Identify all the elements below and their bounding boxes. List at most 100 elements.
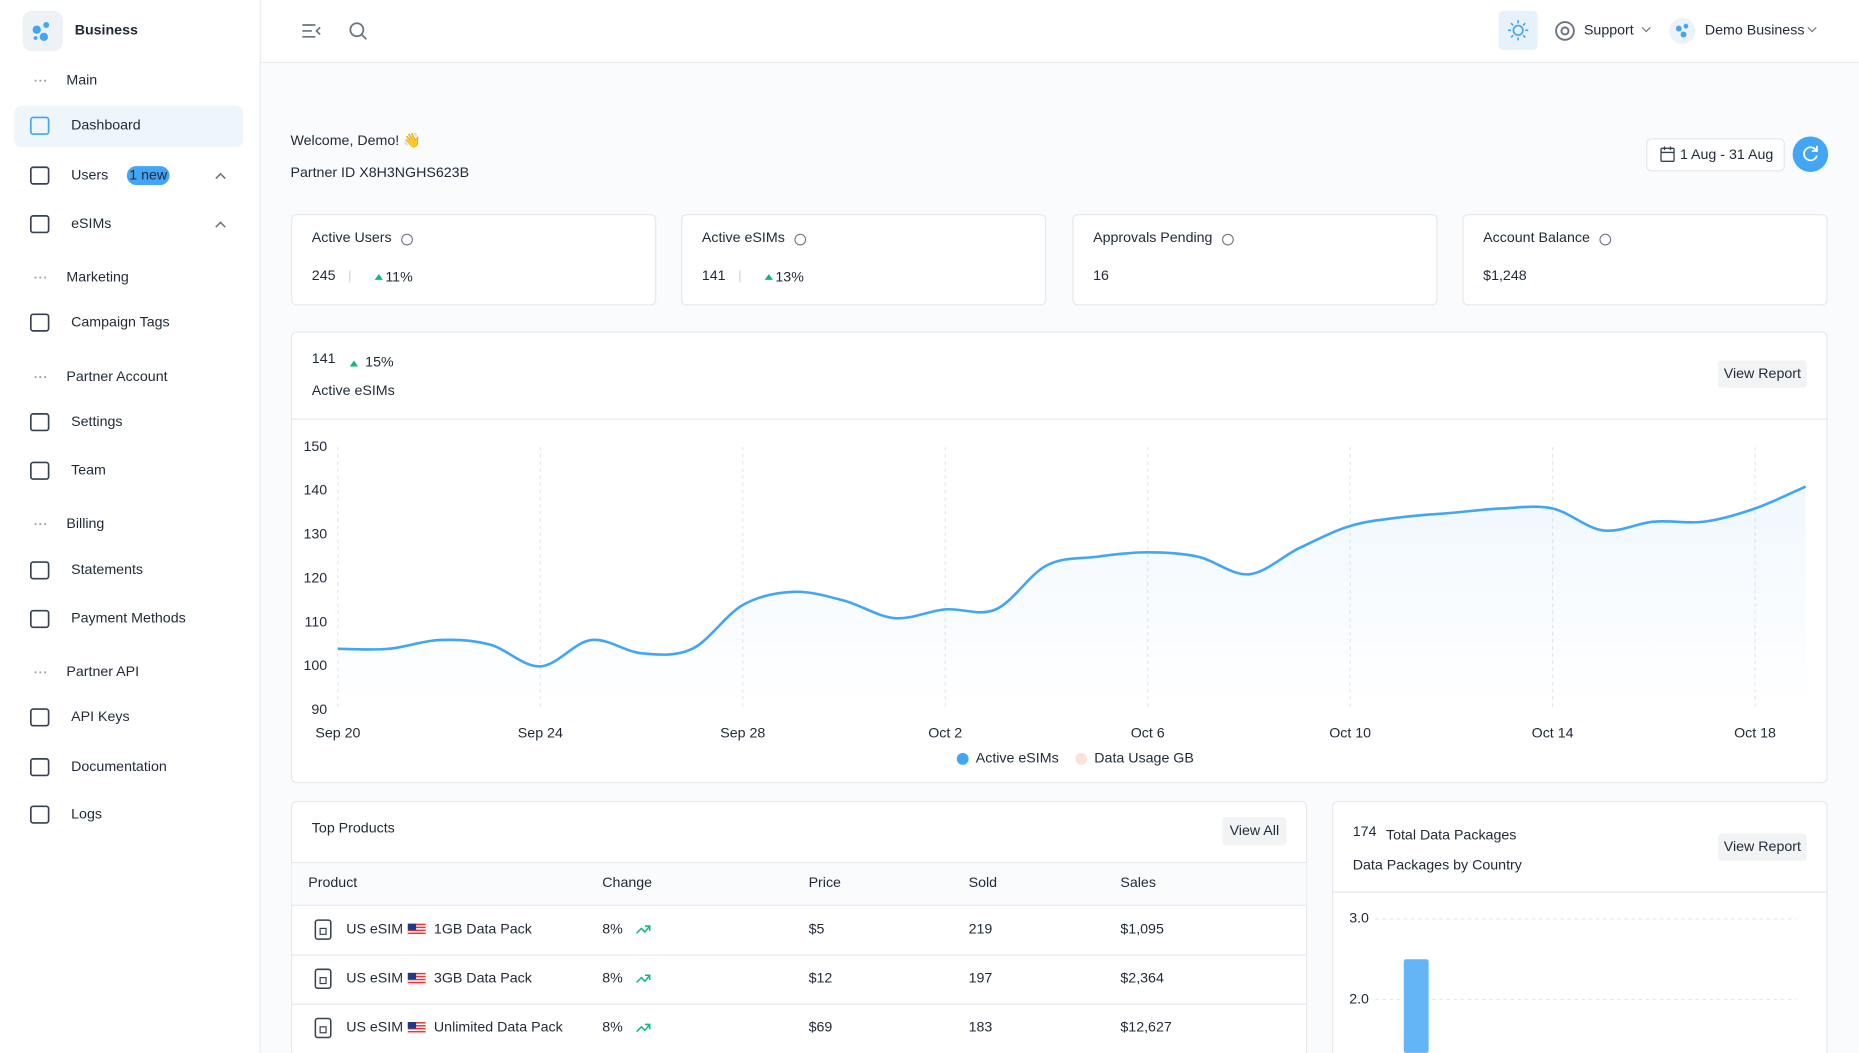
nav-item[interactable]: API Keys: [71, 709, 129, 725]
brand-name: Business: [75, 23, 138, 39]
nav-item[interactable]: Logs: [71, 806, 102, 822]
view-report-button[interactable]: [1717, 833, 1807, 861]
chevrons: [215, 172, 226, 228]
cell-change: 8%: [602, 971, 623, 987]
flag-stripe: [407, 1023, 426, 1026]
nav-badge-text: 1 new: [129, 167, 168, 183]
column-header: Sold: [969, 875, 997, 891]
support-menu[interactable]: Support: [1584, 23, 1634, 39]
stat-label: Account Balance: [1483, 230, 1590, 246]
cell: 219: [969, 921, 993, 937]
nav-item[interactable]: Documentation: [71, 759, 167, 775]
nav-icon: [29, 708, 50, 727]
menu-toggle[interactable]: [302, 24, 321, 38]
legend-label: Active eSIMs: [976, 751, 1059, 767]
flag-stripe: [407, 934, 426, 936]
legend-swatch: [956, 752, 969, 765]
nav-item[interactable]: eSIMs: [71, 216, 111, 232]
sim-chip: [319, 927, 327, 935]
nav-icon: [29, 805, 50, 824]
stat-label: Approvals Pending: [1093, 230, 1212, 246]
top-bar: [259, 0, 1859, 62]
section-dots: [39, 79, 42, 82]
column-header: Price: [809, 875, 841, 891]
chevron: [1807, 26, 1817, 33]
sim-chip: [319, 1026, 327, 1034]
stat-value: 141: [702, 268, 726, 284]
section-dots: [34, 79, 37, 82]
cell: 183: [969, 1020, 993, 1036]
x-tick-label: Sep 24: [518, 726, 563, 742]
refresh-button[interactable]: [1792, 136, 1829, 173]
section-dots: [43, 523, 47, 526]
chart-change: 15%: [365, 355, 394, 371]
sun-icon: [1508, 20, 1529, 41]
date-range: 1 Aug - 31 Aug: [1680, 147, 1773, 163]
flag-stripe: [407, 925, 426, 927]
nav-icon: [29, 413, 50, 432]
sidebar: [0, 0, 260, 1053]
nav-item[interactable]: Statements: [71, 562, 143, 578]
chart-value: 174: [1353, 824, 1377, 840]
account-avatar: [1669, 17, 1696, 44]
y-tick-label: 110: [305, 614, 328, 630]
date-range-picker[interactable]: [1646, 138, 1785, 172]
search-button[interactable]: [349, 22, 367, 40]
nav-item[interactable]: Dashboard: [71, 118, 141, 134]
x-tick-label: Oct 18: [1734, 726, 1776, 742]
line-series: [337, 485, 1807, 668]
nav-item[interactable]: Users: [71, 167, 108, 183]
stat-value: 16: [1093, 268, 1109, 284]
flag-stripe: [407, 928, 426, 930]
section-label: Marketing: [66, 269, 128, 285]
brand-logo-mark: [32, 22, 50, 42]
account-menu[interactable]: Demo Business: [1705, 23, 1805, 39]
flag-stripe: [407, 931, 426, 933]
stat-change: 13%: [775, 269, 804, 285]
theme-toggle[interactable]: [1498, 10, 1538, 50]
trend-up: [374, 273, 383, 280]
chart-title: Data Packages by Country: [1353, 857, 1523, 873]
trend-icon: [636, 925, 651, 934]
line-area: [337, 486, 1806, 711]
stat-change: 11%: [385, 269, 413, 285]
bar: [1403, 959, 1429, 1053]
nav-badge: [126, 166, 170, 186]
brand-logo: [22, 10, 63, 52]
chart-value: 141: [312, 351, 336, 367]
cell-package: 3GB Data Pack: [434, 971, 533, 987]
x-tick-label: Sep 28: [720, 726, 765, 742]
cell: $12: [809, 971, 833, 987]
active-item-highlight: [14, 105, 244, 148]
cell-product: US eSIM: [346, 971, 403, 987]
info-icon: [1222, 233, 1234, 246]
section-dots: [34, 376, 37, 379]
nav-icon: [29, 609, 50, 629]
x-tick-label: Oct 14: [1532, 726, 1574, 742]
cell: 197: [969, 971, 993, 987]
table-title: Top Products: [312, 821, 395, 837]
calendar-icon: [1660, 146, 1675, 162]
flag-stripe: [407, 980, 426, 982]
y-tick-label: 2.0: [1349, 991, 1369, 1007]
nav-item[interactable]: Settings: [71, 414, 122, 430]
section-dots: [34, 671, 37, 674]
nav-icon: [29, 561, 50, 580]
flag-canton: [407, 972, 417, 980]
section-dots: [43, 276, 47, 279]
cell: $1,095: [1120, 921, 1164, 937]
y-tick-label: 120: [303, 570, 327, 586]
sim-chip: [319, 977, 327, 985]
trend-up: [764, 273, 774, 280]
section-dots: [43, 376, 47, 379]
stat-value: $1,248: [1483, 268, 1527, 284]
flag-stripe: [407, 974, 426, 976]
stat-card: [1072, 214, 1438, 306]
view-report-button[interactable]: [1717, 360, 1807, 388]
nav-item[interactable]: Campaign Tags: [71, 314, 170, 330]
nav-item[interactable]: Team: [71, 463, 106, 479]
view-all-button[interactable]: [1222, 816, 1287, 846]
flag-stripe: [407, 1029, 426, 1031]
nav-item[interactable]: Payment Methods: [71, 611, 186, 627]
